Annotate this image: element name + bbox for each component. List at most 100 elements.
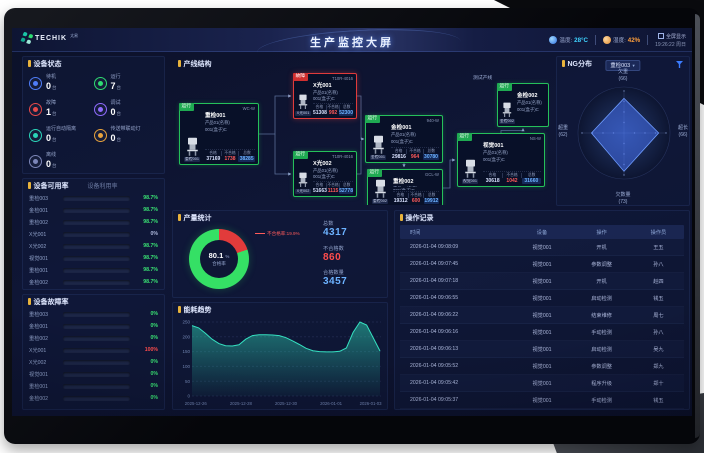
machine-image [298,95,308,110]
machine-model: 940-W [426,117,439,123]
title-marker [400,214,403,221]
humidity-metric: 湿度: 42% [603,36,640,44]
bar-row: 重检002 98.7% [29,219,158,226]
machine-image [502,103,512,118]
svg-text:2025-12-26: 2025-12-26 [185,401,208,406]
machine-card-X光002[interactable]: 运行 T10R-4016 X光002 X光002 产品01(名称) 001(盒子)… [293,151,357,197]
svg-text:0: 0 [187,394,190,399]
bar-row: X光001 0% [29,231,158,238]
bar-row: 视觉001 0% [29,371,158,378]
monitor-frame: TECHIK 太易 生产监控大屏 温度: 28°C 湿度: 42% [4,8,700,444]
table-row: 2026-01-04 09:08:09 视觉001 开机 王五 [400,239,684,256]
bar-track [63,279,130,285]
machine-name: 金检001 [391,125,412,131]
table-row: 2026-01-04 09:05:42 视觉001 程序升级 郑十 [400,375,684,392]
status-icon [29,103,42,116]
radar-axis-top: 欠重 (66) [617,69,629,82]
fullscreen-time-block: 全屏显示 19:26:22 周日 [655,33,686,48]
bar-track [63,347,130,353]
filter-icon[interactable] [676,61,683,68]
bar-row: X光002 98.7% [29,243,158,250]
dashboard-screen: TECHIK 太易 生产监控大屏 温度: 28°C 湿度: 42% [12,28,692,416]
title-marker [178,306,181,313]
title-marker [178,214,181,221]
machine-card-重检001[interactable]: 运行 WC-W 重检001 重检001 产品01(名称) 001(盒子)C 合格不… [179,103,259,165]
panel-operation-records: 操作记录 时间 设备 操作 操作员 2026-01-04 09:08:09 视觉001 开… [394,210,690,410]
svg-text:2026-01-01: 2026-01-01 [320,401,343,406]
table-row: 2026-01-04 09:06:22 视觉001 结束维修 周七 [400,307,684,324]
panel-availability: 设备可用率 设备利用率 重检003 98.7% 金检001 98.7% 重检002 … [22,178,165,290]
machine-model: WC-W [242,105,255,111]
panel-line-structure: 产线结构 [172,56,550,206]
production-stat-list: 总数 4317 不合格数 860 合格数量 3457 [323,220,347,287]
panel-title: NG分布 [557,57,689,70]
panel-title: 产线结构 [173,57,549,70]
bar-row: 金检001 0% [29,323,158,330]
machine-caption: 金检002 [498,119,516,124]
machine-model: NS-W [529,135,541,141]
svg-text:2025-12-28: 2025-12-28 [230,401,253,406]
svg-text:150: 150 [182,349,190,354]
page-title: 生产监控大屏 [310,37,394,49]
machine-image [464,159,476,178]
fullscreen-toggle[interactable]: 全屏显示 [657,33,686,40]
ng-device-selector[interactable]: 重检003 ▼ [605,59,641,71]
bar-row: 重检001 98.7% [29,267,158,274]
radar-axis-right: 超长 (66) [677,125,688,138]
machine-card-视觉001[interactable]: 运行 NS-W 视觉001 视觉001 产品01(名称) 001(盒子)C 合格不… [457,133,545,187]
panel-device-status: 设备状态 待机 0台 运行 7台 故障 1台 调试 0台 运行自动隔离 0台 传… [22,56,165,174]
panel-failure-rate: 设备故障率 重检003 0% 金检001 0% 重检002 0% X光001 100%… [22,294,165,410]
fullscreen-icon [657,33,664,39]
brand-name: TECHIK [35,34,68,42]
bar-track [63,255,130,261]
status-icon [93,103,107,116]
status-item: 运行 7台 [93,72,159,95]
machine-card-金检001[interactable]: 运行 940-W 金检001 金检001 产品01(名称) 001(盒子)C 合格… [365,115,443,163]
pass-rate-label: 合格率 [212,261,226,266]
bar-track [63,207,130,213]
machine-name: 金检002 [517,93,538,99]
machine-image [374,179,386,198]
bar-row: 重检003 98.7% [29,195,158,202]
production-stat: 合格数量 3457 [323,270,348,287]
donut-center: 80.1 % 合格率 [200,240,238,278]
machine-caption: 重检002 [371,199,389,204]
status-tag: 运行 [497,83,512,91]
panel-title: 操作记录 [395,211,689,224]
tab-utilization[interactable]: 设备利用率 [87,184,118,190]
svg-text:50: 50 [185,379,191,384]
panel-title: 设备可用率 设备利用率 [23,179,164,192]
production-stat: 总数 4317 [323,221,348,238]
machine-image [372,135,384,154]
machine-card-X光001[interactable]: 故障 T10R-4016 X光001 X光001 产品01(名称) 001(盒子)… [293,73,357,119]
techik-logo-icon [20,31,34,45]
status-tag: 运行 [457,133,472,141]
availability-bars: 重检003 98.7% 金检001 98.7% 重检002 98.7% X光001 0… [23,192,164,288]
table-body: 2026-01-04 09:08:09 视觉001 开机 王五 2026-01-04 0… [395,239,689,409]
svg-text:200: 200 [182,334,190,339]
bar-track [63,243,130,249]
table-row: 2026-01-04 09:06:13 视觉001 启动检测 吴九 [400,341,684,358]
machine-card-金检002[interactable]: 运行 金检002 金检002 产品01(名称) 001(盒子)C [497,83,549,127]
svg-text:2025-12-30: 2025-12-30 [275,401,298,406]
table-row: 2026-01-04 09:07:18 视觉001 开机 赵四 [400,273,684,290]
table-row: 2026-01-04 09:06:55 视觉001 启动检测 钱五 [400,290,684,307]
bar-track [63,323,130,329]
machine-card-重检002[interactable]: 运行 GCL-W 重检002 重检002 产品01(名称)001(盒子)C 合格… [367,169,443,205]
branch-label: 测试产线 [473,76,493,81]
bar-row: 重检001 0% [29,383,158,390]
table-row: 2026-01-04 09:07:45 视觉001 参数调整 孙八 [400,256,684,273]
svg-text:250: 250 [182,320,190,325]
status-icon [29,77,42,90]
panel-title: 设备状态 [23,57,164,70]
ng-annotation: 不合格率:19.9% [255,231,300,237]
title-marker [28,60,31,67]
bar-track [63,219,130,225]
status-icon [93,129,107,142]
title-marker [178,60,181,67]
machine-image [298,173,308,188]
tab-availability[interactable]: 设备可用率 [33,182,69,190]
device-status-grid: 待机 0台 运行 7台 故障 1台 调试 0台 运行自动隔离 0台 传送带联动灯… [23,70,164,173]
bar-row: X光002 0% [29,359,158,366]
